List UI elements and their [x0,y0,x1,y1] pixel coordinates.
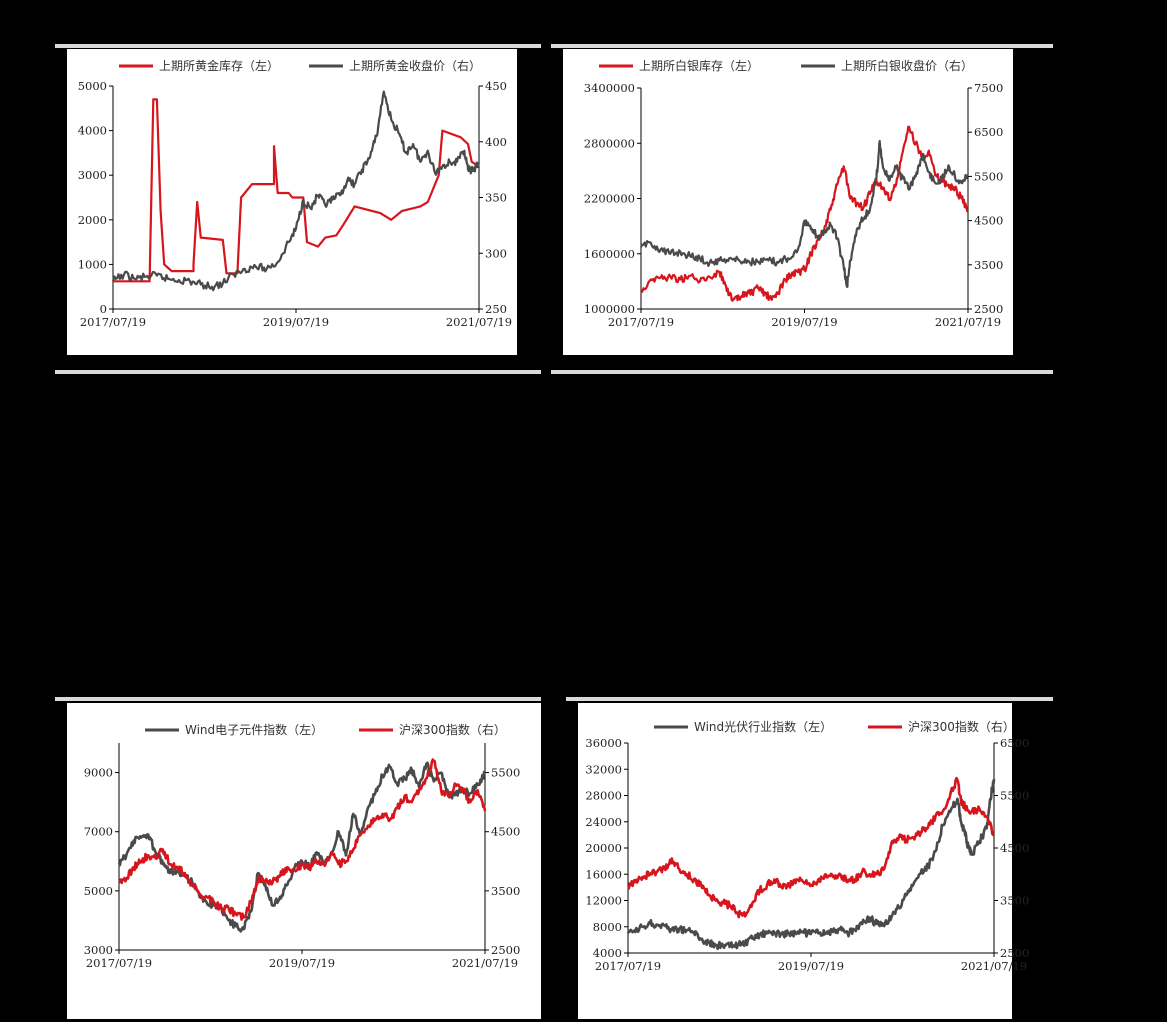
y-right-tick-label: 4500 [491,825,520,839]
top-rule-left [55,44,541,48]
legend-label: 沪深300指数（右） [908,719,1015,734]
y-right-tick-label: 2500 [974,302,1003,316]
y-right-tick-label: 3500 [1000,894,1029,908]
legend-label: Wind光伏行业指数（左） [694,719,832,734]
chart-photovoltaic-svg: 4000 8000 12000 16000 20000 24000 28000 32000 36… [585,719,1029,973]
x-tick-label: 2017/07/19 [80,315,146,329]
y-right-tick-label: 2500 [491,943,520,957]
y-right-tick-label: 450 [485,79,507,93]
chart-photovoltaic: 4000 8000 12000 16000 20000 24000 28000 32000 36… [578,703,1029,1019]
x-tick-label: 2021/07/19 [961,959,1027,973]
mid-rule-right [551,370,1053,374]
chart-gold: 0 1000 2000 3000 4000 5000 250 300 350 400 450 2017… [67,49,517,355]
y-left-tick-label: 1000000 [584,302,635,316]
y-right-tick-label: 300 [485,246,507,260]
legend-label: 上期所白银库存（左） [639,58,759,73]
x-tick-label: 2017/07/19 [86,956,152,970]
mid-rule-left [55,370,541,374]
series-line-gray [117,761,486,933]
legend-label: 上期所黄金库存（左） [159,58,279,73]
y-left-tick-label: 12000 [585,894,622,908]
series-line-red [118,758,487,921]
series-line-red [627,776,995,919]
y-right-tick-label: 6500 [974,125,1003,139]
chart-silver: 1000000 1600000 2200000 2800000 3400000 2500 3… [563,49,1013,355]
y-left-tick-label: 24000 [585,815,622,829]
chart-electronics-svg: 3000 5000 7000 9000 2500 3500 4500 5500 2017/07/… [84,722,521,970]
x-tick-label: 2019/07/19 [263,315,329,329]
series-line-red [640,125,969,302]
x-tick-label: 2019/07/19 [778,959,844,973]
lower-rule-left [55,697,541,701]
x-tick-label: 2021/07/19 [935,315,1001,329]
legend-label: Wind电子元件指数（左） [185,722,323,737]
series-line-gray [626,778,996,951]
y-left-tick-label: 4000 [593,946,622,960]
y-right-tick-label: 5500 [491,766,520,780]
y-left-tick-label: 8000 [593,920,622,934]
series-line-red [113,98,480,283]
y-right-tick-label: 250 [485,302,507,316]
series-line-gray [640,139,969,288]
y-left-tick-label: 5000 [84,884,113,898]
legend-label: 上期所黄金收盘价（右） [349,58,481,73]
y-right-tick-label: 6500 [1000,736,1029,750]
y-right-tick-label: 350 [485,191,507,205]
y-left-tick-label: 5000 [78,79,107,93]
y-right-tick-label: 4500 [1000,841,1029,855]
y-left-tick-label: 1000 [78,257,107,271]
chart-gold-svg: 0 1000 2000 3000 4000 5000 250 300 350 400 450 2017… [78,58,512,329]
y-right-tick-label: 2500 [1000,946,1029,960]
y-right-tick-label: 5500 [1000,789,1029,803]
y-left-tick-label: 2000 [78,213,107,227]
y-right-tick-label: 4500 [974,214,1003,228]
y-left-tick-label: 1600000 [584,247,635,261]
legend-label: 上期所白银收盘价（右） [841,58,973,73]
chart-electronics: 3000 5000 7000 9000 2500 3500 4500 5500 2017/07/… [67,703,541,1019]
y-left-tick-label: 28000 [585,789,622,803]
legend-label: 沪深300指数（右） [399,722,506,737]
x-tick-label: 2017/07/19 [595,959,661,973]
y-left-tick-label: 32000 [585,762,622,776]
y-left-tick-label: 2800000 [584,136,635,150]
y-right-tick-label: 3500 [491,884,520,898]
y-right-tick-label: 3500 [974,258,1003,272]
y-right-tick-label: 400 [485,135,507,149]
y-left-tick-label: 3000 [84,943,113,957]
y-left-tick-label: 16000 [585,867,622,881]
y-left-tick-label: 20000 [585,841,622,855]
y-left-tick-label: 4000 [78,124,107,138]
x-tick-label: 2021/07/19 [452,956,518,970]
chart-silver-svg: 1000000 1600000 2200000 2800000 3400000 2500 3… [584,58,1004,329]
y-right-tick-label: 5500 [974,169,1003,183]
x-tick-label: 2017/07/19 [608,315,674,329]
x-tick-label: 2019/07/19 [269,956,335,970]
series-line-gray [111,90,481,292]
top-rule-right [551,44,1053,48]
y-left-tick-label: 36000 [585,736,622,750]
x-tick-label: 2021/07/19 [446,315,512,329]
y-left-tick-label: 9000 [84,766,113,780]
y-right-tick-label: 7500 [974,81,1003,95]
y-left-tick-label: 3000 [78,168,107,182]
y-left-tick-label: 2200000 [584,192,635,206]
lower-rule-right [566,697,1053,701]
y-left-tick-label: 3400000 [584,81,635,95]
x-tick-label: 2019/07/19 [771,315,837,329]
y-left-tick-label: 0 [100,302,107,316]
y-left-tick-label: 7000 [84,825,113,839]
